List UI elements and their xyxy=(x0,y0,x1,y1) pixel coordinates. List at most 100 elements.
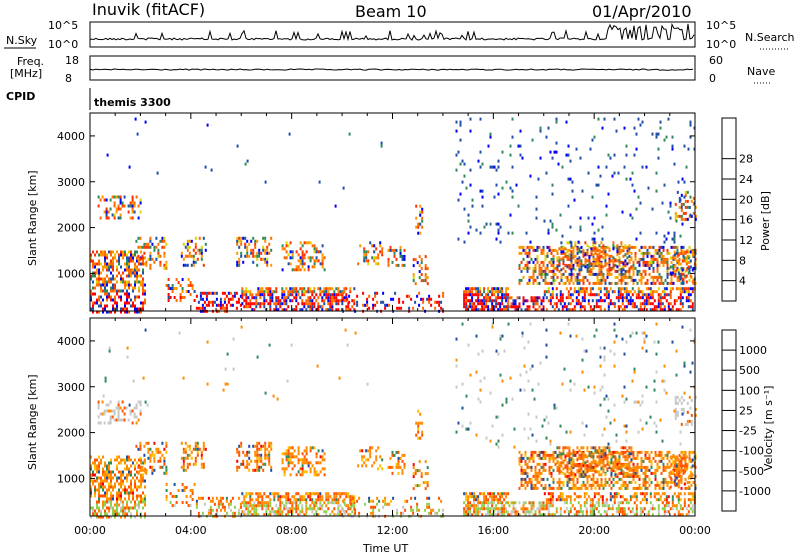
scatter-cell xyxy=(331,287,334,291)
scatter-cell xyxy=(559,302,562,306)
scatter-cell xyxy=(596,278,599,282)
scatter-cell xyxy=(403,263,406,267)
scatter-cell xyxy=(392,297,395,301)
scatter-cell xyxy=(669,256,672,260)
scatter-cell xyxy=(463,510,466,514)
scatter-cell xyxy=(593,231,596,235)
scatter-cell xyxy=(215,303,218,307)
scatter-cell xyxy=(617,308,620,312)
scatter-cell xyxy=(263,290,266,294)
scatter-cell xyxy=(570,278,573,282)
scatter-cell xyxy=(167,296,170,299)
scatter-cell xyxy=(538,266,541,270)
scatter-cell xyxy=(194,462,197,466)
scatter-cell xyxy=(530,477,533,481)
scatter-cell xyxy=(477,513,480,517)
scatter-cell xyxy=(543,492,546,496)
scatter-cell xyxy=(100,304,102,308)
scatter-cell xyxy=(560,251,563,255)
scatter-cell xyxy=(510,296,513,300)
scatter-cell xyxy=(315,293,318,297)
scatter-cell xyxy=(555,293,558,297)
scatter-cell xyxy=(658,483,661,487)
scatter-cell xyxy=(315,501,318,505)
scatter-cell xyxy=(626,483,629,487)
scatter-cell xyxy=(547,501,550,505)
scatter-cell xyxy=(397,450,400,454)
scatter-cell xyxy=(96,262,98,266)
scatter-cell xyxy=(259,501,262,505)
scatter-cell xyxy=(317,498,320,502)
scatter-cell xyxy=(549,293,552,297)
scatter-cell xyxy=(481,308,484,312)
scatter-cell xyxy=(671,507,674,511)
scatter-cell xyxy=(659,302,662,306)
scatter-cell xyxy=(491,302,494,306)
scatter-cell xyxy=(652,245,655,249)
scatter-cell xyxy=(641,510,644,514)
scatter-cell xyxy=(516,513,519,517)
scatter-cell xyxy=(495,513,498,517)
scatter-cell xyxy=(309,492,312,496)
scatter-cell xyxy=(679,504,682,508)
scatter-cell xyxy=(406,294,409,298)
scatter-cell xyxy=(279,501,282,505)
scatter-cell xyxy=(643,492,646,496)
scatter-cell xyxy=(323,473,326,477)
scatter-cell xyxy=(535,216,538,220)
scatter-cell xyxy=(601,501,604,505)
scatter-cell xyxy=(142,271,144,275)
scatter-cell xyxy=(283,299,286,303)
scatter-cell xyxy=(258,447,261,451)
scatter-cell xyxy=(524,459,527,463)
scatter-cell xyxy=(627,507,630,511)
scatter-cell xyxy=(606,275,609,279)
scatter-cell xyxy=(520,483,523,487)
scatter-cell xyxy=(558,483,561,487)
scatter-cell xyxy=(536,296,539,300)
scatter-cell xyxy=(111,213,114,217)
scatter-cell xyxy=(580,259,583,263)
scatter-cell xyxy=(238,450,241,454)
scatter-cell xyxy=(138,274,140,278)
scatter-cell xyxy=(313,504,316,508)
scatter-cell xyxy=(635,504,638,508)
scatter-cell xyxy=(144,301,146,305)
scatter-cell xyxy=(532,260,535,264)
scatter-cell xyxy=(663,240,666,244)
scatter-cell xyxy=(499,495,502,499)
scatter-cell xyxy=(98,271,100,275)
scatter-cell xyxy=(678,257,681,261)
scatter-cell xyxy=(473,495,476,499)
scatter-cell xyxy=(333,507,336,511)
scatter-cell xyxy=(309,498,312,502)
scatter-cell xyxy=(128,268,130,272)
scatter-cell xyxy=(598,251,601,255)
scatter-cell xyxy=(424,255,427,259)
scatter-cell xyxy=(682,266,685,270)
scatter-cell xyxy=(662,254,665,258)
scatter-cell xyxy=(363,461,366,465)
scatter-cell xyxy=(134,268,136,272)
scatter-cell xyxy=(679,277,682,281)
scatter-cell xyxy=(339,293,342,297)
scatter-cell xyxy=(219,300,222,304)
scatter-cell xyxy=(264,236,267,240)
scatter-cell xyxy=(646,474,649,478)
scatter-cell xyxy=(200,248,203,252)
scatter-cell xyxy=(106,280,108,284)
scatter-cell xyxy=(600,245,603,249)
scatter-cell xyxy=(641,165,644,169)
scatter-cell xyxy=(526,471,529,475)
scatter-cell xyxy=(576,477,579,481)
scatter-cell xyxy=(98,470,100,474)
scatter-cell xyxy=(295,290,298,294)
scatter-cell xyxy=(597,498,600,502)
scatter-cell xyxy=(110,497,112,501)
scatter-cell xyxy=(313,262,316,266)
scatter-cell xyxy=(592,265,595,269)
scatter-cell xyxy=(309,259,312,263)
scatter-cell xyxy=(116,289,118,293)
scatter-cell xyxy=(530,299,533,303)
scatter-cell xyxy=(493,305,496,309)
